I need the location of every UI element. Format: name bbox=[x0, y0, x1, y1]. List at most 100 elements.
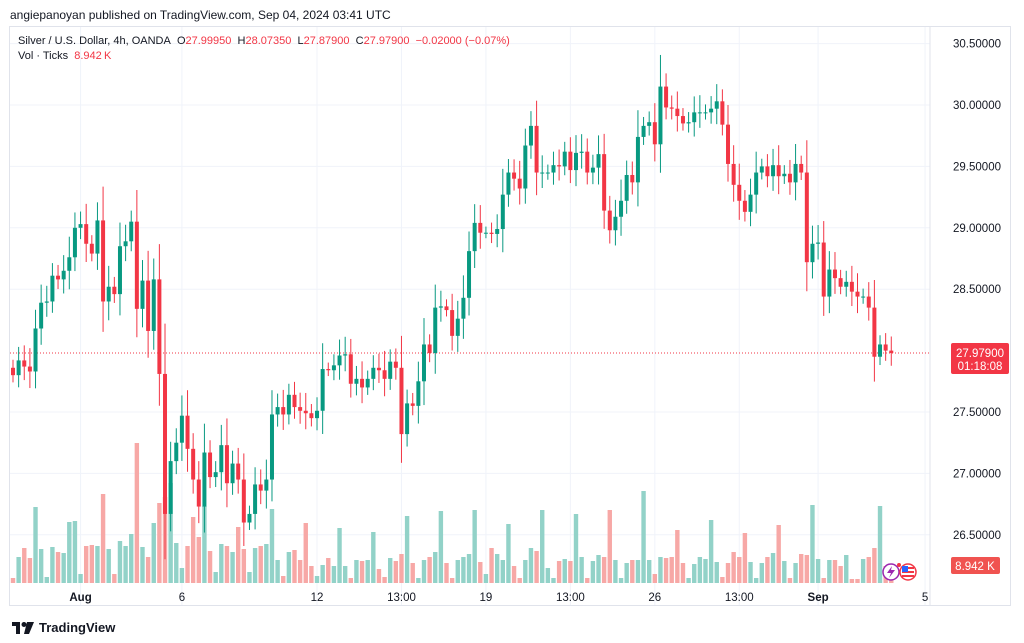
candle-body bbox=[16, 360, 21, 376]
volume-bar bbox=[742, 533, 748, 583]
candle-body bbox=[185, 415, 190, 449]
candle-body bbox=[574, 152, 578, 171]
candle-body bbox=[697, 112, 702, 114]
candle-body bbox=[129, 221, 134, 242]
volume-bar bbox=[168, 483, 173, 583]
symbol-title[interactable]: Silver / U.S. Dollar, 4h, OANDA bbox=[18, 35, 171, 47]
volume-bar bbox=[106, 549, 111, 583]
candle-body bbox=[878, 344, 883, 357]
candle-body bbox=[438, 306, 443, 308]
volume-indicator-label[interactable]: Vol · Ticks bbox=[18, 50, 69, 62]
volume-bar bbox=[708, 520, 714, 583]
volume-bar bbox=[810, 505, 815, 583]
candle-body bbox=[844, 281, 849, 287]
candle-body bbox=[478, 222, 483, 233]
tradingview-logo-icon bbox=[12, 621, 34, 634]
candle-body bbox=[298, 407, 303, 411]
us-flag-event-icon[interactable] bbox=[897, 563, 917, 581]
candle-body bbox=[883, 344, 888, 351]
volume-bar bbox=[601, 557, 607, 583]
candle-body bbox=[680, 116, 685, 124]
candle-body bbox=[483, 232, 488, 234]
candle-body bbox=[174, 442, 179, 462]
candle-body bbox=[151, 279, 156, 331]
candle-body bbox=[731, 163, 736, 185]
volume-bar bbox=[449, 578, 455, 583]
volume-bar bbox=[528, 548, 534, 583]
volume-bar bbox=[174, 543, 179, 583]
volume-bar bbox=[399, 554, 404, 583]
candle-body bbox=[157, 279, 162, 374]
candle-body bbox=[405, 403, 410, 435]
candle-body bbox=[89, 243, 94, 254]
volume-bar bbox=[827, 560, 832, 583]
publisher-caption: angiepanoyan published on TradingView.co… bbox=[10, 8, 391, 22]
candle-body bbox=[613, 216, 618, 231]
candle-body bbox=[838, 278, 843, 287]
candle-body bbox=[832, 269, 837, 279]
volume-bar bbox=[579, 557, 584, 583]
candle-body bbox=[123, 241, 128, 247]
volume-bar bbox=[427, 557, 432, 583]
candle-body bbox=[664, 86, 669, 108]
volume-bar bbox=[776, 525, 781, 583]
volume-bar bbox=[765, 557, 770, 583]
candle-body bbox=[416, 381, 421, 406]
close-value: 27.97900 bbox=[363, 35, 410, 47]
volume-bar bbox=[207, 551, 213, 583]
volume-bar bbox=[680, 563, 686, 583]
volume-bar bbox=[860, 559, 866, 583]
candle-body bbox=[500, 194, 505, 230]
candle-body bbox=[489, 232, 494, 234]
volume-bar bbox=[314, 576, 320, 583]
candle-body bbox=[472, 222, 477, 252]
candle-body bbox=[134, 221, 139, 309]
close-label: C bbox=[355, 35, 364, 47]
candle-body bbox=[11, 367, 15, 376]
candle-body bbox=[399, 367, 404, 435]
y-tick-label: 28.50000 bbox=[953, 284, 1001, 296]
volume-bar bbox=[264, 544, 269, 583]
lightning-icon[interactable] bbox=[882, 563, 900, 581]
volume-bar bbox=[16, 557, 21, 583]
candle-body bbox=[866, 296, 871, 308]
candle-body bbox=[450, 310, 455, 336]
candle-body bbox=[607, 210, 612, 231]
candle-body bbox=[393, 361, 398, 368]
volume-bar bbox=[140, 547, 145, 583]
volume-bar bbox=[849, 579, 855, 583]
candle-body bbox=[27, 366, 32, 372]
candle-body bbox=[799, 163, 804, 173]
volume-bar bbox=[342, 566, 348, 583]
candle-body bbox=[44, 301, 49, 303]
volume-bar bbox=[494, 554, 500, 583]
candle-body bbox=[686, 122, 691, 124]
y-tick-label: 30.50000 bbox=[953, 39, 1001, 51]
volume-bar bbox=[748, 562, 753, 583]
candle-body bbox=[765, 166, 770, 177]
candle-body bbox=[709, 108, 714, 113]
candle-body bbox=[495, 229, 500, 234]
candle-body bbox=[72, 227, 77, 258]
footer-brand[interactable]: TradingView bbox=[12, 620, 115, 635]
volume-bar bbox=[866, 557, 871, 583]
volume-bar bbox=[692, 564, 697, 583]
volume-bar bbox=[635, 560, 641, 583]
volume-bar bbox=[359, 561, 365, 583]
candle-body bbox=[557, 165, 562, 167]
candle-body bbox=[410, 403, 415, 406]
candle-body bbox=[421, 344, 426, 382]
volume-bar bbox=[534, 551, 539, 583]
volume-bar bbox=[202, 506, 207, 583]
candle-body bbox=[692, 112, 697, 123]
candle-body bbox=[292, 394, 297, 408]
x-tick-label: 26 bbox=[648, 592, 661, 604]
x-tick-label: 19 bbox=[480, 592, 493, 604]
volume-bar bbox=[78, 574, 83, 583]
candle-body bbox=[22, 360, 27, 367]
y-tick-label: 30.00000 bbox=[953, 100, 1001, 112]
candle-body bbox=[630, 174, 635, 183]
candle-body bbox=[624, 174, 629, 201]
candle-body bbox=[669, 107, 674, 109]
